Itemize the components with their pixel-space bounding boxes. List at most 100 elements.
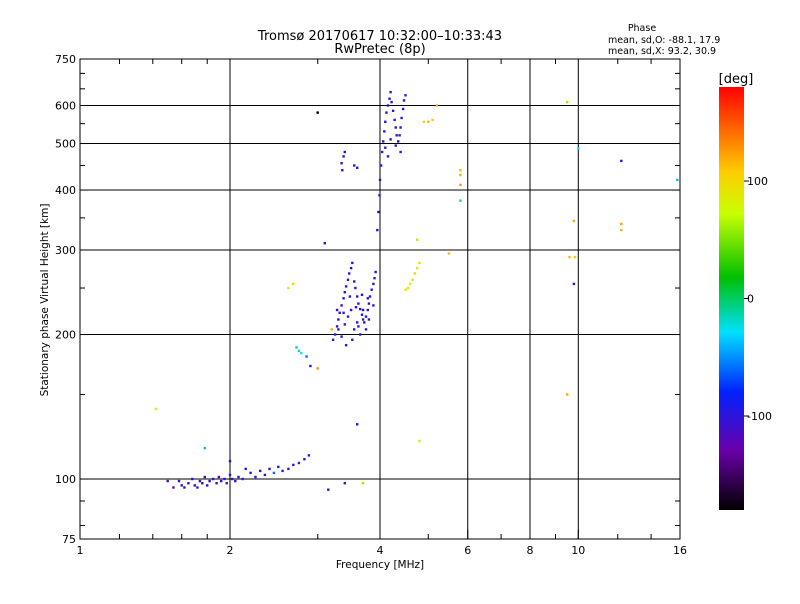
echo-point bbox=[237, 475, 240, 479]
echo-point bbox=[177, 479, 181, 483]
echo-point bbox=[201, 482, 204, 485]
echo-point bbox=[368, 295, 372, 298]
echo-point bbox=[231, 477, 234, 481]
x-tick-label: 16 bbox=[673, 544, 687, 557]
x-tick-label: 8 bbox=[527, 544, 534, 557]
stats-header: Phase bbox=[628, 23, 657, 34]
echo-point bbox=[172, 486, 175, 489]
echo-point bbox=[254, 475, 257, 479]
x-tick-label: 10 bbox=[571, 544, 585, 557]
echo-point bbox=[356, 321, 359, 324]
echo-point bbox=[249, 471, 252, 475]
echo-point bbox=[272, 471, 276, 475]
echo-point bbox=[335, 325, 339, 328]
echo-point bbox=[211, 477, 215, 481]
echo-point bbox=[356, 423, 359, 426]
echo-point bbox=[394, 144, 397, 147]
echo-point bbox=[215, 482, 218, 485]
echo-point bbox=[346, 315, 350, 318]
echo-point bbox=[386, 155, 390, 158]
echo-point bbox=[228, 459, 232, 463]
echo-point bbox=[359, 307, 362, 311]
echo-point bbox=[370, 288, 373, 291]
echo-point bbox=[418, 439, 421, 443]
echo-point bbox=[307, 454, 311, 457]
echo-point bbox=[363, 321, 366, 324]
echo-point bbox=[566, 100, 569, 104]
echo-point bbox=[220, 479, 223, 483]
echo-point bbox=[337, 328, 340, 331]
colorbar-tick-label: -100 bbox=[747, 410, 772, 423]
echo-point bbox=[343, 291, 346, 294]
echo-point bbox=[330, 328, 333, 331]
echo-point bbox=[381, 150, 384, 154]
x-tick-label: 2 bbox=[227, 544, 234, 557]
echo-point bbox=[393, 118, 396, 122]
echo-point bbox=[333, 333, 337, 336]
echo-point bbox=[351, 261, 354, 265]
echo-point bbox=[287, 467, 290, 471]
echo-point bbox=[373, 277, 376, 280]
echo-point bbox=[203, 446, 206, 450]
echo-point bbox=[378, 178, 382, 182]
echo-point bbox=[383, 130, 386, 133]
echo-point bbox=[416, 266, 419, 270]
echo-point bbox=[401, 107, 405, 111]
echo-point bbox=[620, 222, 623, 226]
echo-point bbox=[378, 194, 381, 197]
echo-point bbox=[244, 467, 247, 471]
echo-point bbox=[316, 111, 319, 114]
echo-point bbox=[193, 484, 196, 487]
echo-point bbox=[259, 469, 262, 473]
echo-point bbox=[348, 295, 352, 298]
echo-point bbox=[413, 272, 417, 275]
echo-point bbox=[422, 120, 426, 123]
echo-point bbox=[572, 282, 576, 286]
echo-point bbox=[357, 325, 360, 328]
echo-point bbox=[241, 477, 244, 481]
echo-point bbox=[335, 308, 339, 312]
echo-point bbox=[234, 479, 237, 483]
echo-point bbox=[180, 484, 183, 487]
echo-point bbox=[268, 467, 271, 471]
echo-point bbox=[337, 318, 340, 321]
echo-point bbox=[344, 344, 348, 347]
echo-point bbox=[342, 155, 345, 158]
echo-point bbox=[154, 407, 158, 411]
stats-x-line: mean, sd,X: 93.2, 30.9 bbox=[608, 46, 716, 57]
echo-point bbox=[316, 367, 319, 370]
echo-point bbox=[388, 97, 391, 100]
echo-point bbox=[409, 282, 412, 286]
echo-point bbox=[364, 328, 368, 331]
echo-point bbox=[349, 266, 353, 270]
echo-point bbox=[459, 183, 462, 187]
echo-point bbox=[183, 486, 186, 489]
echo-point bbox=[404, 288, 407, 291]
echo-point bbox=[366, 308, 369, 312]
echo-point bbox=[166, 479, 169, 483]
echo-point bbox=[402, 99, 406, 102]
echo-point bbox=[366, 297, 369, 300]
echo-point bbox=[459, 173, 462, 177]
echo-point bbox=[340, 162, 343, 165]
colorbar-ticks: 100 0 -100 bbox=[744, 175, 772, 423]
y-tick-label: 500 bbox=[55, 138, 76, 151]
echo-point bbox=[292, 282, 295, 286]
echo-point bbox=[568, 255, 571, 259]
echo-point bbox=[620, 228, 623, 232]
x-tick-label: 1 bbox=[77, 544, 84, 557]
echo-point bbox=[384, 146, 387, 149]
echo-point bbox=[385, 111, 388, 114]
echo-point bbox=[367, 318, 371, 321]
echo-point bbox=[341, 169, 344, 172]
chart-subtitle: RwPretec (8p) bbox=[334, 42, 425, 57]
stats-o-line: mean, sd,O: -88.1, 17.9 bbox=[608, 35, 720, 46]
echo-point bbox=[343, 150, 346, 154]
echo-point bbox=[348, 272, 351, 275]
echo-point bbox=[340, 335, 343, 338]
y-tick-label: 200 bbox=[55, 329, 76, 342]
echo-point bbox=[342, 311, 345, 314]
echo-point bbox=[377, 210, 380, 214]
y-tick-label: 750 bbox=[55, 53, 76, 66]
echo-point bbox=[353, 164, 356, 167]
